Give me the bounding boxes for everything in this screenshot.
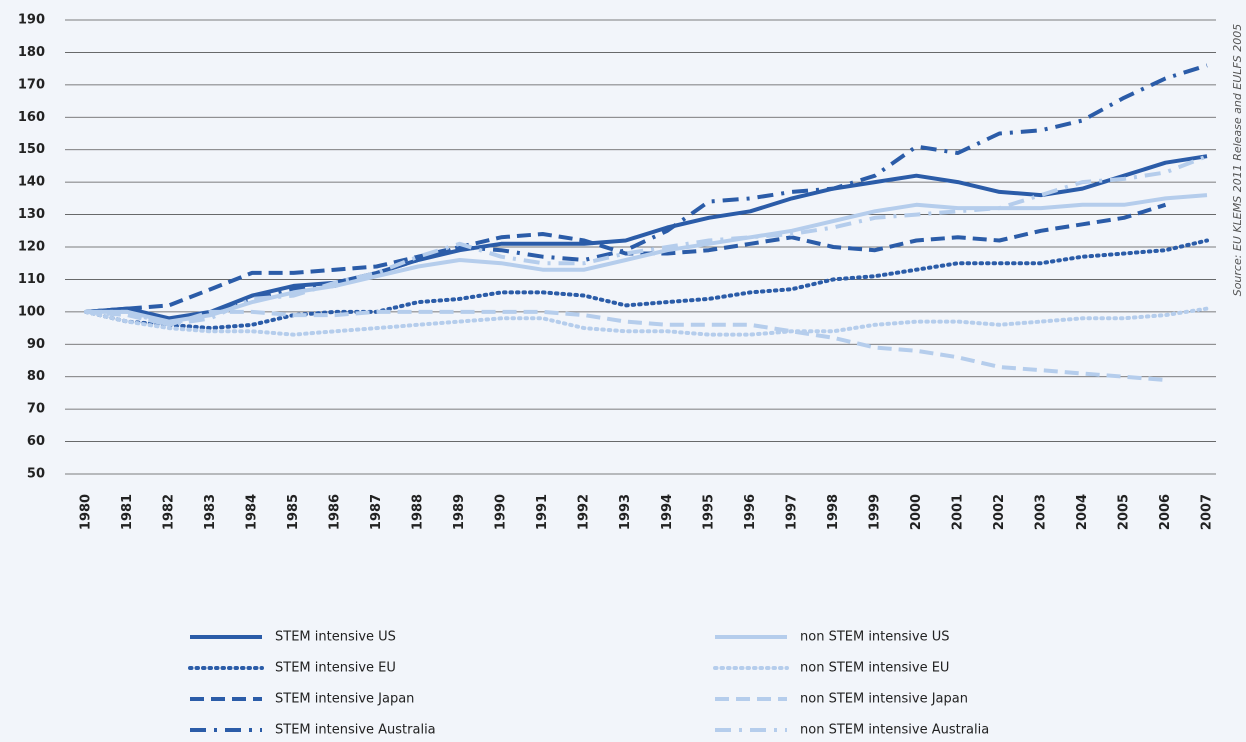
x-tick-label: 1991 <box>535 494 550 530</box>
y-tick-label: 110 <box>18 272 45 287</box>
x-tick-label: 1992 <box>577 494 592 530</box>
x-tick-label: 1993 <box>618 494 633 530</box>
series-line <box>86 154 1208 327</box>
y-tick-label: 100 <box>18 304 45 319</box>
y-tick-label: 120 <box>18 240 45 255</box>
y-tick-label: 130 <box>18 207 45 222</box>
legend-label: STEM intensive EU <box>275 661 396 676</box>
x-tick-label: 1986 <box>328 494 343 530</box>
y-tick-label: 150 <box>18 142 45 157</box>
x-tick-label: 1995 <box>701 494 716 530</box>
x-tick-label: 1981 <box>120 494 135 530</box>
x-tick-label: 2007 <box>1200 494 1215 530</box>
legend-label: non STEM intensive Australia <box>800 723 989 738</box>
x-tick-label: 2000 <box>909 494 924 530</box>
y-tick-label: 50 <box>27 467 45 482</box>
series-line <box>85 154 1208 321</box>
legend-label: non STEM intensive EU <box>800 661 949 676</box>
y-tick-label: 90 <box>27 337 45 352</box>
legend-label: non STEM intensive Japan <box>800 692 968 707</box>
legend-label: STEM intensive Australia <box>275 723 436 738</box>
y-tick-label: 170 <box>18 77 45 92</box>
x-tick-label: 1989 <box>452 494 467 530</box>
series-line <box>85 202 1167 314</box>
x-tick-label: 1994 <box>660 494 675 530</box>
x-tick-label: 2001 <box>950 494 965 530</box>
x-tick-label: 1997 <box>784 494 799 530</box>
legend-label: STEM intensive Japan <box>275 692 414 707</box>
x-tick-label: 2006 <box>1158 494 1173 530</box>
x-tick-label: 2005 <box>1116 494 1131 530</box>
x-tick-label: 1990 <box>494 494 509 530</box>
x-tick-label: 1998 <box>826 494 841 530</box>
x-tick-label: 1988 <box>411 494 426 530</box>
y-tick-label: 180 <box>18 45 45 60</box>
x-tick-label: 1999 <box>867 494 882 530</box>
y-tick-label: 160 <box>18 110 45 125</box>
legend-label: non STEM intensive US <box>800 630 949 645</box>
x-tick-label: 2003 <box>1033 494 1048 530</box>
y-tick-label: 190 <box>18 13 45 28</box>
series-line <box>84 306 1209 337</box>
x-tick-label: 1987 <box>369 494 384 530</box>
x-tick-label: 1984 <box>245 494 260 530</box>
legend-label: STEM intensive US <box>275 630 396 645</box>
y-tick-label: 80 <box>27 369 45 384</box>
y-tick-label: 60 <box>27 434 45 449</box>
y-tick-label: 70 <box>27 402 45 417</box>
x-tick-label: 1983 <box>203 494 218 530</box>
x-tick-label: 1980 <box>79 494 94 530</box>
x-tick-label: 1985 <box>286 494 301 530</box>
x-tick-label: 1996 <box>743 494 758 530</box>
source: Source: EU KLEMS 2011 Release and EULFS … <box>1231 24 1244 297</box>
x-tick-label: 2004 <box>1075 494 1090 530</box>
x-tick-label: 2002 <box>992 494 1007 530</box>
series-line <box>86 193 1208 324</box>
series-line <box>85 309 1166 382</box>
x-tick-label: 1982 <box>162 494 177 530</box>
series-line <box>84 238 1209 331</box>
y-tick-label: 140 <box>18 175 45 190</box>
